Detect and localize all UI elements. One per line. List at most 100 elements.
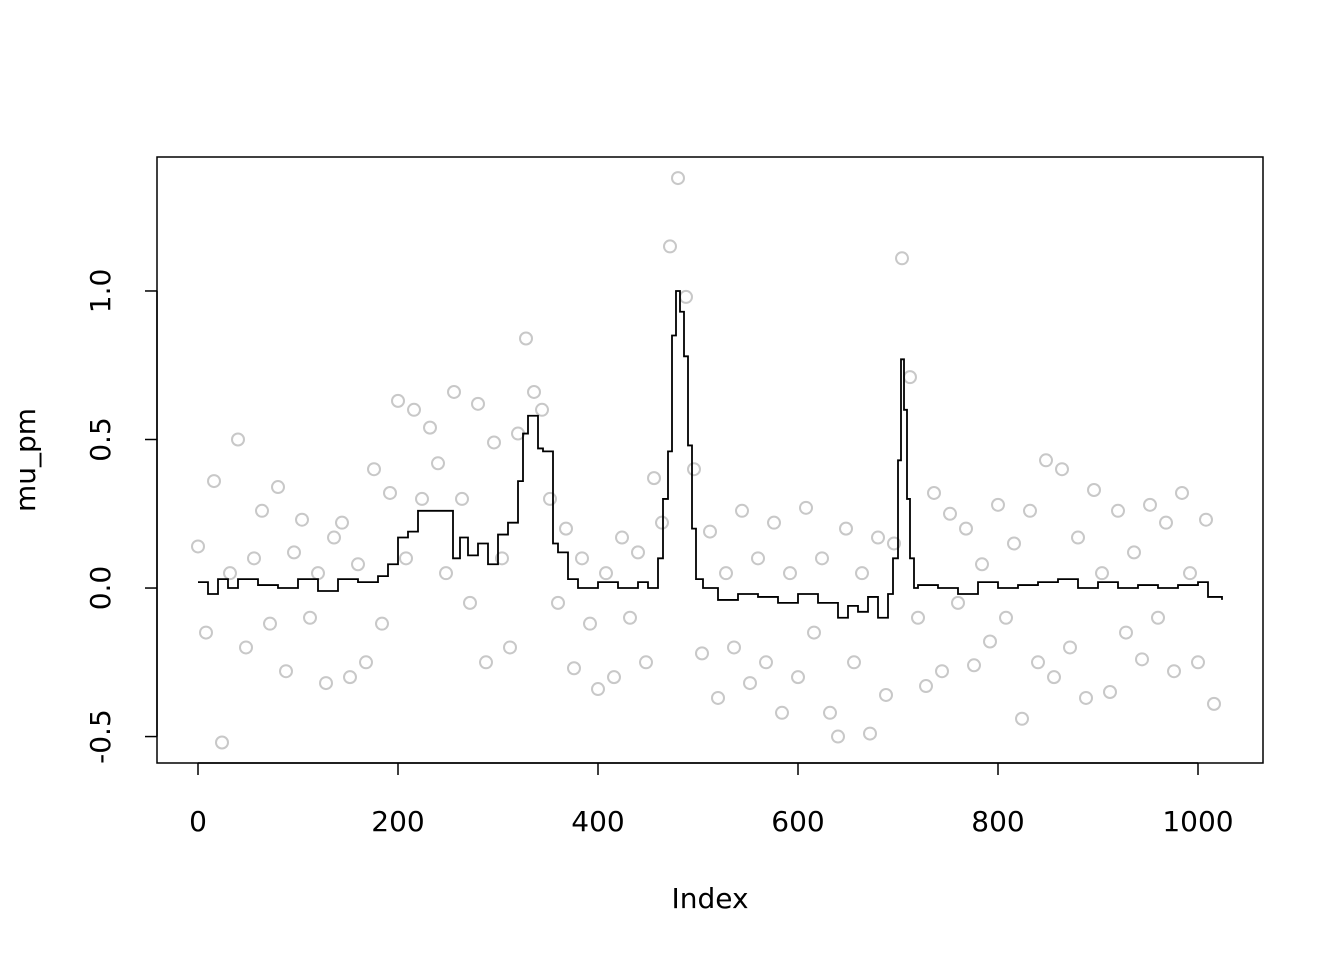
point [215, 735, 229, 750]
point [383, 485, 397, 500]
point [879, 687, 893, 702]
point [335, 515, 349, 530]
x-tick-label: 600 [771, 805, 824, 838]
point [455, 491, 469, 506]
point [999, 610, 1013, 625]
point [1103, 685, 1117, 700]
point [791, 670, 805, 685]
point [223, 566, 237, 581]
point [527, 384, 541, 399]
point [559, 521, 573, 536]
point [855, 566, 869, 581]
point [679, 289, 693, 304]
point [263, 616, 277, 631]
point [719, 566, 733, 581]
point [1023, 503, 1037, 518]
point [583, 616, 597, 631]
point [815, 551, 829, 566]
point [647, 471, 661, 486]
point [727, 640, 741, 655]
y-tick-label: -0.5 [84, 709, 117, 764]
point [895, 251, 909, 266]
point [991, 497, 1005, 512]
point [607, 670, 621, 685]
point [1071, 530, 1085, 545]
point [1095, 566, 1109, 581]
point [287, 545, 301, 560]
point [1079, 690, 1093, 705]
x-tick-label: 1000 [1162, 805, 1233, 838]
point [471, 396, 485, 411]
point [1191, 655, 1205, 670]
point [199, 625, 213, 640]
point [1199, 512, 1213, 527]
point [375, 616, 389, 631]
step-line [198, 290, 1223, 619]
point [943, 506, 957, 521]
point [783, 566, 797, 581]
point [567, 661, 581, 676]
point [823, 705, 837, 720]
point [1087, 483, 1101, 498]
point [711, 690, 725, 705]
point [951, 595, 965, 610]
point [1151, 610, 1165, 625]
point [1007, 536, 1021, 551]
point [775, 705, 789, 720]
y-tick-label: 1.0 [84, 269, 117, 314]
x-tick-label: 0 [189, 805, 207, 838]
point [575, 551, 589, 566]
point [295, 512, 309, 527]
point [1015, 711, 1029, 726]
point [839, 521, 853, 536]
point [1183, 566, 1197, 581]
point [695, 646, 709, 661]
point [479, 655, 493, 670]
point [271, 480, 285, 495]
point [1167, 664, 1181, 679]
point [519, 331, 533, 346]
point [935, 664, 949, 679]
point [703, 524, 717, 539]
plot-frame [156, 156, 1264, 764]
x-axis-label: Index [671, 882, 748, 915]
point [735, 503, 749, 518]
point [967, 658, 981, 673]
point [311, 566, 325, 581]
point [807, 625, 821, 640]
point [1039, 453, 1053, 468]
point [351, 557, 365, 572]
point [1055, 462, 1069, 477]
x-tick-label: 400 [571, 805, 624, 838]
point [255, 503, 269, 518]
point [239, 640, 253, 655]
point [599, 566, 613, 581]
point [303, 610, 317, 625]
point [1047, 670, 1061, 685]
point [231, 432, 245, 447]
point [439, 566, 453, 581]
point [551, 595, 565, 610]
x-tick-label: 800 [971, 805, 1024, 838]
point [1207, 696, 1221, 711]
point [871, 530, 885, 545]
point [535, 402, 549, 417]
point [975, 557, 989, 572]
point [1031, 655, 1045, 670]
point [887, 536, 901, 551]
point [623, 610, 637, 625]
x-tick-label: 200 [371, 805, 424, 838]
point [279, 664, 293, 679]
point [1175, 485, 1189, 500]
point [959, 521, 973, 536]
point [415, 491, 429, 506]
point [1063, 640, 1077, 655]
point [1127, 545, 1141, 560]
point [743, 676, 757, 691]
point [1143, 497, 1157, 512]
point [831, 729, 845, 744]
point [663, 239, 677, 254]
y-axis-label: mu_pm [9, 408, 42, 512]
